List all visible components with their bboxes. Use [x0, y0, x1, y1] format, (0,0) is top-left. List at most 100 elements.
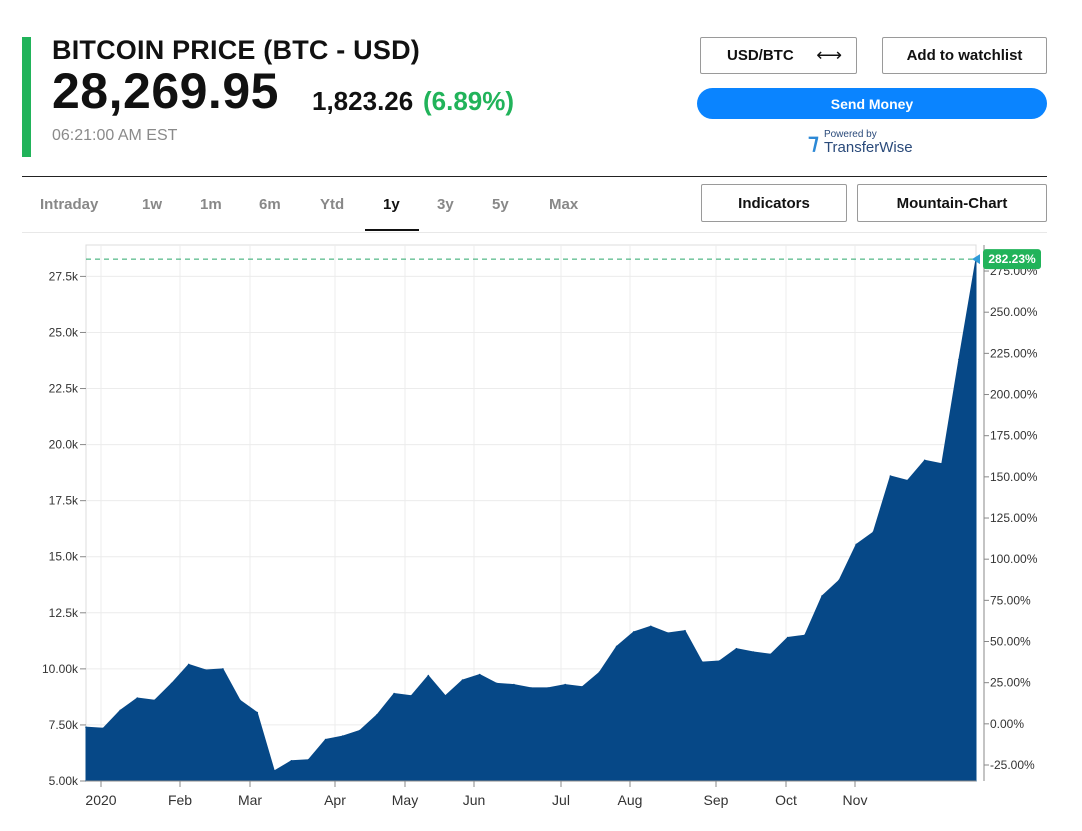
data-point	[804, 634, 806, 636]
data-point	[941, 462, 943, 465]
data-point	[273, 770, 276, 772]
accent-bar	[22, 37, 31, 157]
data-point	[324, 738, 327, 741]
data-point	[530, 687, 532, 689]
data-point	[564, 683, 566, 686]
header-divider	[22, 176, 1047, 177]
y-right-tick-label: 225.00%	[990, 346, 1038, 360]
data-point	[684, 629, 686, 632]
y-left-tick-label: 12.5k	[49, 606, 79, 620]
y-right-tick-label: 175.00%	[990, 429, 1038, 443]
y-right-tick-label: 100.00%	[990, 552, 1038, 566]
data-point	[598, 671, 601, 673]
tab-1m[interactable]: 1m	[200, 196, 222, 213]
x-tick-label: May	[392, 792, 418, 808]
currency-toggle-button[interactable]: USD/BTC ⟷	[700, 37, 857, 74]
data-point	[615, 645, 618, 648]
data-point	[102, 727, 104, 730]
data-point	[735, 647, 738, 650]
x-tick-label: Mar	[238, 792, 262, 808]
x-tick-label: Nov	[843, 792, 868, 808]
tab-5y[interactable]: 5y	[492, 196, 509, 213]
add-to-watchlist-button[interactable]: Add to watchlist	[882, 37, 1047, 74]
data-point	[341, 735, 344, 737]
price-change: 1,823.26	[312, 86, 414, 116]
y-left-tick-label: 25.0k	[49, 325, 79, 339]
page-title: BITCOIN PRICE (BTC - USD)	[52, 35, 420, 65]
y-left-tick-label: 5.00k	[49, 774, 79, 788]
current-price: 28,269.95	[52, 63, 279, 119]
data-point	[187, 663, 190, 666]
chart-type-button[interactable]: Mountain-Chart	[857, 184, 1047, 222]
tab-intraday[interactable]: Intraday	[40, 196, 99, 213]
data-point	[461, 679, 464, 681]
powered-by-label: Powered by	[823, 128, 877, 140]
data-point	[496, 682, 498, 685]
y-left-tick-label: 17.5k	[49, 494, 79, 508]
transferwise-sponsor[interactable]: ⁊ Powered by TransferWise	[808, 129, 913, 155]
data-point	[478, 673, 481, 676]
data-point	[701, 661, 703, 663]
data-point	[85, 726, 87, 728]
data-point	[427, 674, 430, 677]
price-timestamp: 06:21:00 AM EST	[52, 127, 178, 144]
x-tick-label: Oct	[775, 792, 797, 808]
transferwise-name: TransferWise	[823, 138, 913, 156]
x-tick-label: Feb	[168, 792, 192, 808]
tab-3y[interactable]: 3y	[437, 196, 454, 213]
data-point	[547, 687, 549, 689]
currency-toggle-label: USD/BTC	[727, 47, 794, 64]
data-point	[444, 695, 447, 697]
data-point	[786, 636, 789, 639]
y-right-tick-label: 125.00%	[990, 511, 1038, 525]
data-point	[889, 475, 892, 477]
x-tick-label: Jul	[552, 792, 570, 808]
tab-1y[interactable]: 1y	[383, 196, 400, 213]
data-point	[359, 729, 361, 732]
tab-max[interactable]: Max	[549, 196, 579, 213]
tab-ytd[interactable]: Ytd	[320, 196, 345, 213]
y-left-tick-label: 10.00k	[42, 662, 79, 676]
y-right-tick-label: -25.00%	[990, 758, 1035, 772]
x-tick-label: Apr	[324, 792, 346, 808]
y-right-tick-label: 200.00%	[990, 388, 1038, 402]
data-point	[410, 695, 413, 697]
data-point	[855, 543, 857, 546]
data-point	[769, 653, 772, 656]
last-value-pointer-icon	[972, 254, 980, 265]
data-point	[205, 669, 207, 671]
y-left-tick-label: 27.5k	[49, 269, 79, 283]
tab-1w[interactable]: 1w	[142, 196, 163, 213]
data-point	[222, 668, 224, 670]
data-point	[838, 579, 840, 582]
data-point	[376, 714, 378, 716]
send-money-button[interactable]: Send Money	[697, 88, 1047, 119]
y-right-tick-label: 25.00%	[990, 676, 1031, 690]
data-point	[153, 699, 156, 702]
data-point	[393, 692, 395, 695]
y-right-tick-label: 0.00%	[990, 717, 1024, 731]
active-tab-indicator	[365, 229, 419, 231]
data-point	[872, 531, 875, 533]
x-tick-label: Aug	[618, 792, 643, 808]
last-value-badge	[983, 249, 1041, 270]
data-point	[906, 479, 909, 482]
transferwise-flag-icon: ⁊	[808, 129, 819, 154]
indicators-button[interactable]: Indicators	[701, 184, 847, 222]
data-point	[513, 683, 515, 686]
data-point	[718, 660, 721, 662]
y-right-tick-label: 75.00%	[990, 593, 1031, 607]
tab-6m[interactable]: 6m	[259, 196, 281, 213]
data-point	[667, 632, 669, 634]
data-point	[136, 697, 139, 699]
data-point	[239, 699, 241, 702]
data-point	[307, 758, 310, 761]
data-point	[290, 760, 293, 762]
y-right-tick-label: 150.00%	[990, 470, 1038, 484]
data-point	[581, 686, 584, 688]
x-tick-label: Jun	[463, 792, 486, 808]
y-right-tick-label: 250.00%	[990, 305, 1038, 319]
tabs-divider	[22, 232, 1047, 233]
data-point	[650, 625, 652, 628]
